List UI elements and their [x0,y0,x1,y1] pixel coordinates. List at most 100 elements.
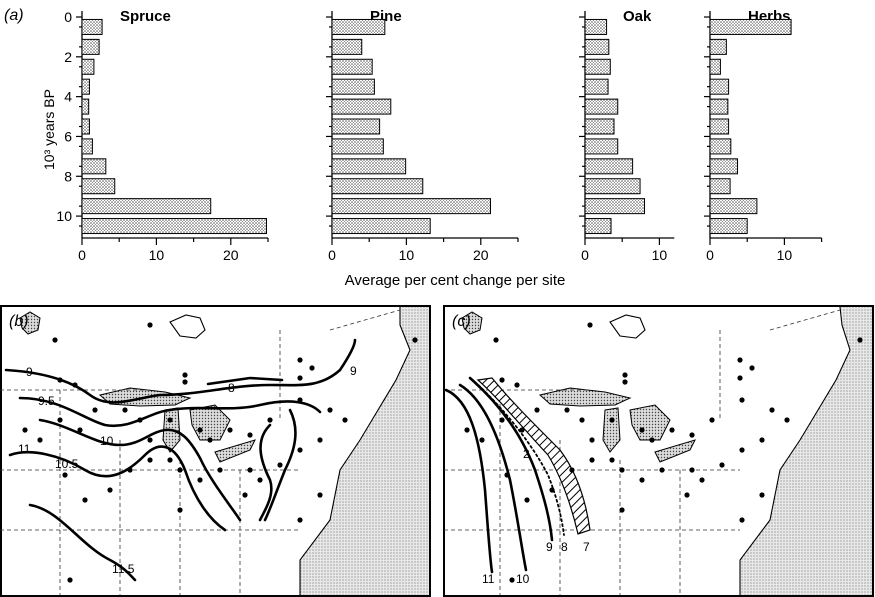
bar [709,78,730,95]
bar [584,218,612,235]
site-marker [749,365,755,371]
site-marker [147,322,153,328]
site-marker [277,462,283,468]
bar [81,78,90,95]
isoline-8 [206,376,284,386]
site-marker [327,407,333,413]
bar [331,218,431,235]
y-tick-labels: 0 2 4 6 8 10 [56,9,72,224]
bar [331,158,407,175]
isoline-8-c [474,381,565,536]
site-marker [619,467,625,473]
site-marker [589,457,595,463]
map-b-sites [22,322,418,583]
site-marker [499,417,505,423]
site-marker [297,447,303,453]
site-marker [257,477,263,483]
site-marker [412,337,418,343]
site-marker [72,382,78,388]
site-marker [564,407,570,413]
site-marker [37,437,43,443]
y-tick-label: 10 [56,208,72,224]
site-marker [759,492,765,498]
bar [81,18,103,35]
isoline-10 [38,418,242,522]
isoline-label-9-east: 9 [350,364,357,378]
isoline-label-7-c: 7 [583,540,590,554]
y-tick-label: 8 [64,168,72,184]
isoline-label-10: 10 [100,434,114,448]
site-marker [57,377,63,383]
bar [81,138,93,155]
site-marker [759,437,765,443]
map-c-sites [464,322,863,583]
bar [584,78,609,95]
bar [81,158,107,175]
isoline-label-11-c: 11 [482,572,495,586]
site-marker [549,487,555,493]
site-marker [737,357,743,363]
site-marker [227,427,233,433]
bar [709,18,792,35]
x-tick-label: 0 [78,247,86,263]
y-tick-label: 2 [64,49,72,65]
bar [331,198,491,215]
bar [331,118,381,135]
bar [709,138,732,155]
x-tick-label: 10 [399,247,415,263]
bar [331,38,363,55]
map-b-boundaries [0,309,401,595]
isoline-east-loop [258,423,273,522]
panel-title-oak: Oak [623,8,652,25]
x-tick-label: 20 [473,247,489,263]
map-b: 8 9 9 9.5 10 10.5 11 11.5 (b) [0,305,431,597]
site-marker [689,432,695,438]
site-marker [197,477,203,483]
bar [584,58,611,75]
site-marker [122,407,128,413]
x-axis-label: Average per cent change per site [345,272,566,289]
site-marker [709,417,715,423]
site-marker [127,467,133,473]
site-marker [177,507,183,513]
site-marker [137,417,143,423]
isoline-10-5 [8,445,227,532]
site-marker [297,397,303,403]
site-marker [622,372,628,378]
bar [584,198,646,215]
map-c-boundaries [444,309,841,595]
x-tick-label: 0 [581,247,589,263]
site-marker [182,379,188,385]
bar-panel-spruce: 0 10 20 Spruce [76,8,269,263]
y-tick-label: 0 [64,9,72,25]
map-b-coastline [299,307,411,595]
bar [709,118,730,135]
site-marker [197,427,203,433]
panel-a-label: (a) [4,7,24,24]
isoline-label-9-5: 9.5 [38,394,55,408]
isoline-9 [4,338,357,404]
site-marker [857,337,863,343]
site-marker [684,492,690,498]
site-marker [479,437,485,443]
x-tick-label: 0 [328,247,336,263]
site-marker [297,375,303,381]
site-marker [699,477,705,483]
panel-c-label: (c) [452,313,471,330]
bar [709,38,727,55]
bar [584,138,619,155]
site-marker [619,507,625,513]
bar [81,58,95,75]
bar [709,58,721,75]
site-marker [622,379,628,385]
site-marker [509,577,515,583]
site-marker [464,427,470,433]
map-b-lake-winnipeg [19,311,41,335]
bar [709,178,731,195]
bar-panel-oak: 0 10 Oak [579,8,675,263]
site-marker [499,377,505,383]
bar [584,158,634,175]
